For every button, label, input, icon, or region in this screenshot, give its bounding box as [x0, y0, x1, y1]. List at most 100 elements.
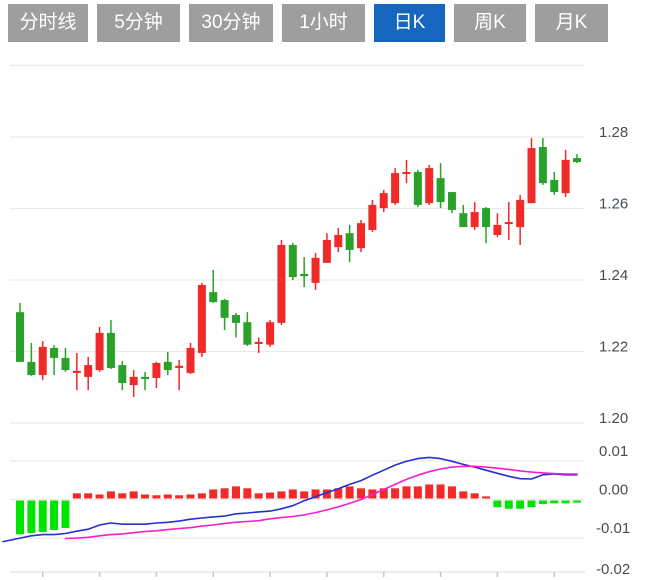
candle-body [72, 370, 81, 373]
macd-bar-up [152, 495, 161, 499]
tab-30min[interactable]: 30分钟 [189, 4, 273, 42]
macd-bar-down [504, 500, 513, 509]
macd-bar-up [129, 491, 138, 499]
candle-body [550, 179, 559, 193]
macd-bar-down [561, 500, 570, 504]
candle-body [368, 204, 377, 230]
candle-down [141, 371, 150, 391]
candle-body [27, 361, 36, 376]
candle-body [50, 347, 59, 358]
candle-up [334, 228, 343, 253]
macd-bar-up [197, 493, 206, 499]
macd-bar-up [209, 489, 218, 499]
candle-up [266, 320, 275, 347]
tab-timeline[interactable]: 分时线 [8, 4, 88, 42]
macd-bar-up [266, 492, 275, 499]
candle-down [61, 347, 70, 372]
macd-bar-down [61, 500, 70, 529]
macd-histogram [16, 484, 581, 535]
macd-bar-up [447, 486, 456, 499]
tab-1hour[interactable]: 1小时 [282, 4, 365, 42]
tab-monthly-k[interactable]: 月K [535, 4, 608, 42]
x-axis [10, 571, 585, 577]
tab-daily-k[interactable]: 日K [374, 4, 445, 42]
candle-body [118, 365, 127, 383]
candle-up [425, 164, 434, 205]
candle-body [402, 172, 411, 175]
candle-body [84, 365, 93, 377]
candle-down [572, 154, 581, 164]
candle-body [38, 346, 47, 376]
candle-down [459, 204, 468, 228]
candle-down [220, 298, 229, 331]
candle-body [357, 223, 366, 249]
macd-bar-down [572, 500, 581, 503]
candle-body [197, 285, 206, 353]
macd-bar-up [141, 494, 150, 499]
candle-body [311, 257, 320, 283]
dif-line [2, 456, 578, 543]
candle-up [197, 282, 206, 357]
candle-body [516, 199, 525, 228]
macd-bar-down [527, 500, 536, 508]
candle-down [243, 312, 252, 346]
candle-body [504, 222, 513, 225]
candle-up [254, 337, 263, 353]
candle-down [50, 345, 59, 376]
macd-bar-down [493, 500, 502, 508]
candle-body [141, 376, 150, 380]
candle-body [175, 365, 184, 368]
macd-bar-up [436, 484, 445, 499]
candle-down [447, 192, 456, 214]
candle-down [163, 351, 172, 376]
candle-body [527, 148, 536, 204]
candle-up [152, 361, 161, 388]
candle-up [322, 233, 331, 263]
macd-bar-up [413, 486, 422, 499]
candle-body [561, 159, 570, 194]
macd-bar-up [470, 493, 479, 499]
tab-5min[interactable]: 5分钟 [97, 4, 180, 42]
candle-body [459, 213, 468, 228]
macd-axis-label: -0.01 [596, 520, 630, 537]
macd-bar-up [357, 488, 366, 499]
macd-bar-up [84, 493, 93, 499]
candle-body [538, 147, 547, 184]
macd-gridlines: 0.01 0.00 -0.01 -0.02 [10, 443, 630, 578]
candle-up [38, 341, 47, 381]
candle-down [482, 207, 491, 244]
candle-up [470, 202, 479, 230]
candle-up [504, 202, 513, 240]
candle-up [311, 252, 320, 291]
macd-bar-up [231, 486, 240, 499]
candle-body [266, 322, 275, 345]
candle-body [391, 173, 400, 204]
macd-bar-up [425, 484, 434, 499]
candle-down [345, 224, 354, 263]
candle-up [95, 326, 104, 372]
candle-up [402, 159, 411, 184]
macd-axis-label: 0.00 [599, 482, 628, 499]
candle-up [357, 219, 366, 253]
period-tabbar: 分时线 5分钟 30分钟 1小时 日K 周K 月K [8, 4, 608, 42]
candle-up [186, 342, 195, 375]
macd-bar-up [175, 495, 184, 499]
macd-axis-label: 0.01 [599, 443, 628, 460]
candle-body [447, 192, 456, 210]
candle-body [277, 244, 286, 323]
candle-down [550, 172, 559, 195]
candle-up [379, 189, 388, 213]
macd-bar-up [288, 489, 297, 499]
tab-weekly-k[interactable]: 周K [454, 4, 526, 42]
macd-bar-up [345, 486, 354, 499]
candle-body [95, 332, 104, 371]
candle-up [175, 360, 184, 391]
candle-up [277, 239, 286, 326]
candle-up [527, 138, 536, 204]
candle-up [493, 213, 502, 238]
macd-bar-up [300, 491, 309, 499]
candle-down [118, 361, 127, 391]
candle-down [288, 242, 297, 280]
